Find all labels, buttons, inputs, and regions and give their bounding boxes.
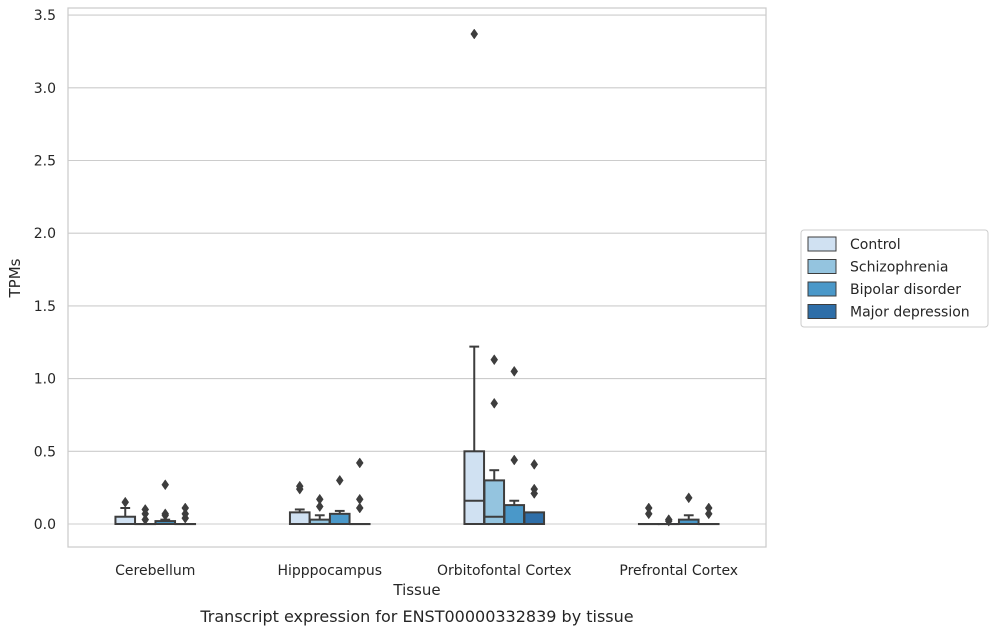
outlier-marker	[644, 502, 653, 514]
box-schizophrenia	[308, 514, 331, 526]
y-tick-label: 3.0	[34, 81, 56, 97]
box-rect	[288, 511, 311, 525]
legend: Control Schizophrenia Bipolar disorder Majo…	[800, 229, 989, 328]
outlier-marker	[161, 508, 170, 520]
x-tick-label: Orbitofontal Cortex	[437, 563, 572, 579]
box-schizophrenia	[483, 469, 506, 526]
box-major-depression	[523, 511, 546, 525]
outlier-marker	[141, 504, 150, 515]
outlier-marker	[315, 501, 324, 512]
legend-item: Schizophrenia	[807, 259, 948, 276]
box-rect	[503, 504, 526, 525]
box-control	[114, 507, 137, 525]
box-rect	[523, 511, 546, 525]
outlier-marker	[181, 502, 190, 514]
legend-swatch	[807, 304, 837, 319]
box-rect	[114, 515, 137, 525]
legend-label: Schizophrenia	[850, 260, 948, 276]
outlier-marker	[510, 454, 519, 466]
outlier-marker	[490, 354, 499, 366]
outlier-marks	[121, 28, 713, 527]
outlier-marker	[704, 502, 713, 514]
box-bipolar-disorder	[677, 514, 700, 526]
box-rect	[328, 512, 351, 526]
y-axis-label: TPMs	[6, 258, 24, 298]
box-marks	[114, 345, 720, 526]
outlier-marker	[335, 474, 344, 486]
chart-caption: Transcript expression for ENST0000033283…	[199, 607, 633, 626]
y-tick-label: 0.5	[34, 444, 56, 460]
legend-label: Bipolar disorder	[850, 282, 961, 298]
box-bipolar-disorder	[503, 499, 526, 525]
outlier-marker	[355, 502, 364, 514]
outlier-marker	[644, 508, 653, 520]
box-rect	[463, 450, 486, 525]
outlier-marker	[510, 365, 519, 377]
outlier-marker	[315, 493, 324, 505]
y-tick-label: 0.0	[34, 517, 56, 533]
box-bipolar-disorder	[328, 509, 351, 526]
legend-item: Major depression	[807, 304, 970, 321]
outlier-marker	[684, 492, 693, 504]
x-tick-labels: Cerebellum Hipppocampus Orbitofontal Corte…	[115, 563, 738, 579]
outlier-marker	[530, 458, 539, 470]
box-control	[288, 508, 311, 525]
outlier-marker	[530, 483, 539, 495]
x-axis-label: Tissue	[392, 581, 440, 599]
legend-swatch	[807, 236, 837, 252]
outlier-marker	[470, 28, 479, 40]
outlier-marker	[355, 493, 364, 505]
outlier-marker	[704, 508, 713, 520]
y-tick-label: 2.0	[34, 226, 56, 242]
outlier-marker	[141, 514, 150, 526]
y-tick-label: 1.0	[34, 372, 56, 388]
legend-item: Control	[807, 236, 901, 253]
y-tick-labels: 0.0 0.5 1.0 1.5 2.0 2.5 3.0 3.5	[34, 8, 56, 533]
y-tick-label: 1.5	[34, 299, 56, 315]
outlier-marker	[121, 496, 130, 508]
legend-swatch	[807, 281, 837, 297]
x-tick-label: Cerebellum	[115, 563, 195, 579]
outlier-marker	[181, 508, 190, 520]
outlier-marker	[355, 457, 364, 469]
legend-item: Bipolar disorder	[807, 281, 961, 298]
legend-label: Control	[850, 237, 901, 253]
outlier-marker	[490, 397, 499, 409]
outlier-marker	[295, 480, 304, 492]
outlier-marker	[161, 479, 170, 491]
legend-swatch	[807, 259, 837, 274]
y-tick-label: 2.5	[34, 154, 56, 170]
legend-label: Major depression	[850, 305, 970, 321]
box-rect	[483, 479, 506, 526]
box-bipolar-disorder	[154, 518, 177, 525]
legend-frame	[800, 229, 989, 328]
y-tick-label: 3.5	[34, 8, 56, 24]
outlier-marker	[664, 514, 673, 526]
x-tick-label: Prefrontal Cortex	[619, 563, 738, 579]
x-tick-label: Hipppocampus	[277, 563, 382, 579]
plot-area-frame	[67, 7, 767, 548]
